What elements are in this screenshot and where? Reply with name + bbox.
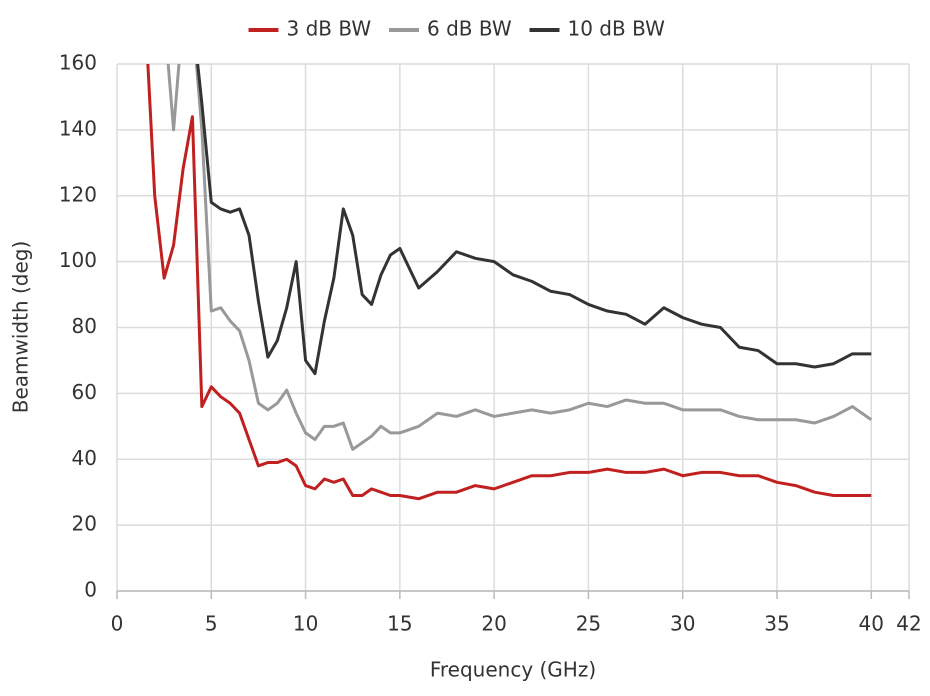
series-line bbox=[146, 64, 872, 501]
y-tick-label: 60 bbox=[72, 380, 97, 404]
y-tick-label: 140 bbox=[59, 116, 97, 140]
series-line bbox=[166, 64, 873, 451]
y-tick-label: 0 bbox=[84, 578, 97, 602]
y-tick-label: 120 bbox=[59, 182, 97, 206]
y-tick-label: 40 bbox=[72, 446, 97, 470]
x-tick-label: 5 bbox=[205, 612, 218, 636]
x-tick-label: 0 bbox=[111, 612, 124, 636]
y-tick-label: 160 bbox=[59, 51, 97, 75]
x-tick-label: 30 bbox=[670, 612, 695, 636]
x-tick-label: 20 bbox=[481, 612, 506, 636]
legend-label: 10 dB BW bbox=[568, 17, 666, 41]
y-tick-label: 80 bbox=[72, 314, 97, 338]
x-axis-title: Frequency (GHz) bbox=[430, 658, 596, 682]
y-axis-title: Beamwidth (deg) bbox=[9, 241, 33, 414]
x-tick-label: 10 bbox=[293, 612, 318, 636]
x-tick-label: 40 bbox=[859, 612, 884, 636]
x-tick-label: 25 bbox=[576, 612, 601, 636]
y-tick-label: 20 bbox=[72, 512, 97, 536]
legend-label: 3 dB BW bbox=[287, 17, 372, 41]
y-tick-label: 100 bbox=[59, 248, 97, 272]
x-tick-label: 35 bbox=[764, 612, 789, 636]
x-tick-label: 15 bbox=[387, 612, 412, 636]
series-line bbox=[196, 64, 872, 376]
legend-label: 6 dB BW bbox=[427, 17, 512, 41]
x-tick-label: 42 bbox=[896, 612, 921, 636]
